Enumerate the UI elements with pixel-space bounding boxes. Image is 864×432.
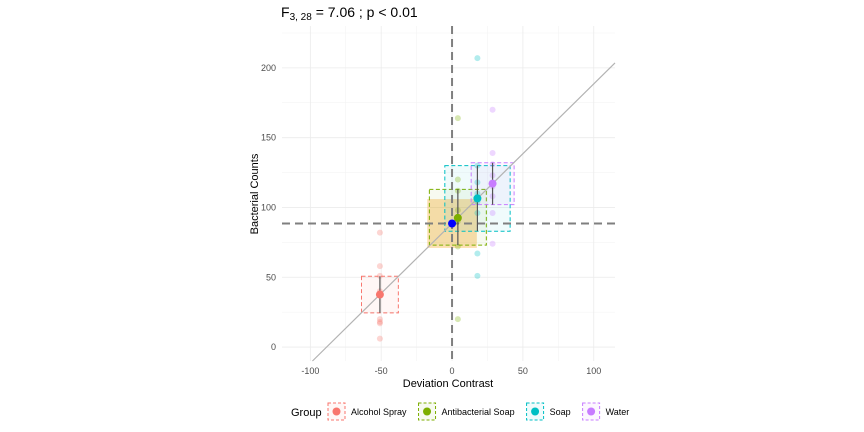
- legend-title: Group: [291, 407, 322, 419]
- group-mean-point: [453, 213, 462, 222]
- legend-label: Alcohol Spray: [351, 407, 407, 417]
- data-point: [376, 263, 383, 270]
- legend-label: Soap: [550, 407, 571, 417]
- data-point: [376, 318, 383, 325]
- data-point: [474, 55, 481, 62]
- x-tick-label: -50: [375, 366, 388, 376]
- reference-line: [312, 62, 616, 362]
- data-point: [376, 316, 383, 323]
- data-point: [489, 150, 496, 157]
- legend-label: Antibacterial Soap: [442, 407, 515, 417]
- legend: Group Alcohol Spray Antibacterial Soap Soa…: [291, 402, 630, 421]
- legend-label: Water: [606, 407, 630, 417]
- y-tick-label: 50: [266, 272, 276, 282]
- data-point: [474, 272, 481, 279]
- data-point: [376, 272, 383, 279]
- plot-area: -100 -50 0 50 100 0 50 100 150 200: [261, 26, 616, 376]
- chart-title: F3, 28 = 7.06 ; p < 0.01: [281, 4, 418, 23]
- data-point: [489, 106, 496, 113]
- legend-key-point: [332, 407, 341, 416]
- legend-key-point: [587, 407, 596, 416]
- data-point: [489, 240, 496, 247]
- grand-mean-point: [448, 219, 457, 228]
- x-tick-label: 50: [518, 366, 528, 376]
- data-point: [474, 250, 481, 257]
- legend-key-point: [423, 407, 432, 416]
- x-tick-label: -100: [301, 366, 319, 376]
- y-tick-label: 100: [261, 202, 276, 212]
- y-tick-label: 150: [261, 133, 276, 143]
- data-point: [376, 320, 383, 327]
- y-tick-label: 0: [271, 342, 276, 352]
- data-point: [454, 243, 461, 250]
- y-axis-title: Bacterial Counts: [249, 153, 261, 234]
- x-tick-label: 0: [450, 366, 455, 376]
- data-point: [489, 210, 496, 217]
- data-point: [454, 316, 461, 323]
- data-point: [376, 335, 383, 342]
- title-subscript: 3, 28: [290, 12, 313, 23]
- group-mean-point: [473, 194, 482, 203]
- x-tick-label: 100: [586, 366, 601, 376]
- x-axis-title: Deviation Contrast: [403, 378, 494, 390]
- data-point: [454, 115, 461, 122]
- title-suffix: = 7.06 ; p < 0.01: [312, 4, 418, 20]
- group-mean-point: [488, 179, 497, 188]
- legend-key-point: [531, 407, 540, 416]
- group-mean-point: [375, 290, 384, 299]
- data-point: [376, 229, 383, 236]
- data-point: [454, 176, 461, 183]
- y-tick-label: 200: [261, 63, 276, 73]
- title-prefix: F: [281, 4, 290, 20]
